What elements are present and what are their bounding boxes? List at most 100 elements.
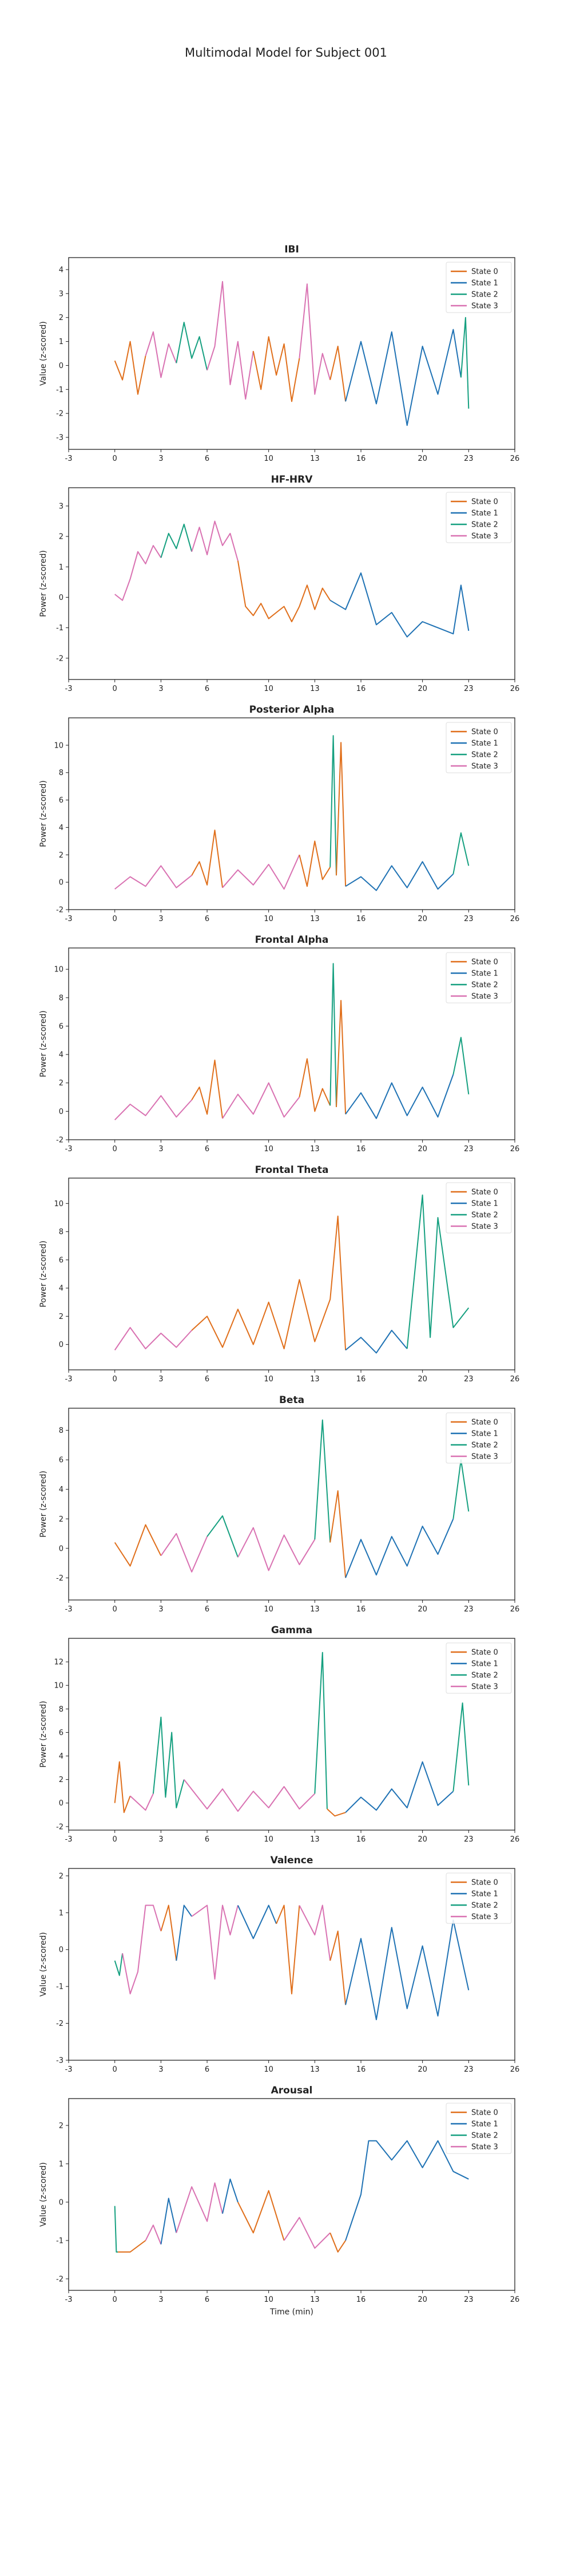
legend-label: State 1 xyxy=(471,1660,498,1669)
legend-label: State 1 xyxy=(471,1200,498,1208)
series-line-state-0 xyxy=(299,840,331,887)
legend-label: State 1 xyxy=(471,2120,498,2129)
series-line-state-2 xyxy=(114,2206,118,2253)
x-tick-label: 3 xyxy=(158,1605,163,1614)
x-tick-label: 23 xyxy=(464,2296,474,2304)
x-tick-label: 13 xyxy=(310,455,320,463)
x-axis-label: Time (min) xyxy=(269,2308,313,2317)
legend: State 0 State 1 State 2 State 3 xyxy=(446,492,512,543)
y-tick-label: 8 xyxy=(59,1427,63,1435)
y-tick-label: 8 xyxy=(59,994,63,1002)
x-tick-label: 13 xyxy=(310,915,320,923)
series-line-state-0 xyxy=(299,1058,331,1112)
y-tick-label: 3 xyxy=(59,290,63,298)
x-tick-label: 3 xyxy=(158,2296,163,2304)
y-tick-label: 4 xyxy=(59,1051,63,1060)
x-tick-label: 20 xyxy=(418,455,427,463)
x-tick-label: 23 xyxy=(464,2065,474,2074)
series-line-state-0 xyxy=(329,345,347,402)
series-line-state-2 xyxy=(452,1459,470,1519)
x-tick-label: 6 xyxy=(205,1145,209,1153)
chart-arousal: Arousal -3 0 3 6 10 13 16 20 23 26 -2 -1 0 1 2 Value (z-… xyxy=(39,2085,519,2317)
y-tick-label: 1 xyxy=(59,563,63,572)
legend-label: State 0 xyxy=(471,498,498,507)
y-tick-label: 0 xyxy=(59,1108,63,1116)
x-tick-label: 0 xyxy=(113,1835,117,1844)
series-line-state-0 xyxy=(191,1060,223,1119)
y-tick-label: 0 xyxy=(59,1544,63,1553)
y-tick-label: -2 xyxy=(56,2020,63,2028)
series-line-state-1 xyxy=(237,1905,277,1939)
legend: State 0 State 1 State 2 State 3 xyxy=(446,1412,512,1464)
legend-label: State 2 xyxy=(471,1441,498,1450)
series-line-state-3 xyxy=(114,545,162,601)
y-axis-label: Power (z-scored) xyxy=(39,550,48,617)
y-tick-label: 6 xyxy=(59,796,63,805)
figure-title: Multimodal Model for Subject 001 xyxy=(185,46,387,60)
x-tick-label: 6 xyxy=(205,685,209,693)
x-tick-label: 6 xyxy=(205,455,209,463)
y-tick-label: -1 xyxy=(56,2237,63,2245)
series-line-state-0 xyxy=(329,1930,347,2005)
x-tick-label: -3 xyxy=(65,2296,73,2304)
series-line-state-3 xyxy=(176,2182,223,2233)
chart-title: Posterior Alpha xyxy=(249,704,335,716)
x-tick-label: 13 xyxy=(310,1145,320,1153)
y-tick-label: 1 xyxy=(59,338,63,346)
x-tick-label: 16 xyxy=(356,1605,366,1614)
legend-label: State 2 xyxy=(471,751,498,760)
plot-frame xyxy=(68,257,515,450)
series-line-state-2 xyxy=(329,963,337,1107)
chart-title: IBI xyxy=(284,244,299,255)
series-line-state-2 xyxy=(314,1652,328,1809)
x-tick-label: 0 xyxy=(113,1375,117,1384)
y-tick-label: 6 xyxy=(59,1022,63,1031)
legend-box xyxy=(446,1412,512,1464)
series-line-state-2 xyxy=(152,1716,185,1808)
series-line-state-3 xyxy=(160,1533,208,1573)
legend-label: State 2 xyxy=(471,291,498,299)
series-line-state-1 xyxy=(329,572,470,638)
x-tick-label: 6 xyxy=(205,915,209,923)
x-tick-label: 13 xyxy=(310,2065,320,2074)
y-tick-label: 0 xyxy=(59,594,63,602)
series-line-state-3 xyxy=(191,520,239,561)
legend-box xyxy=(446,492,512,543)
series-line-state-1 xyxy=(345,2140,469,2241)
x-tick-label: 13 xyxy=(310,1605,320,1614)
series-line-state-1 xyxy=(345,1330,408,1354)
x-tick-label: 3 xyxy=(158,1145,163,1153)
series-line-state-1 xyxy=(222,2178,239,2214)
x-tick-label: -3 xyxy=(65,685,73,693)
series-line-state-0 xyxy=(191,829,223,888)
y-tick-label: 0 xyxy=(59,362,63,370)
legend-label: State 2 xyxy=(471,521,498,530)
chart-title: Arousal xyxy=(271,2085,313,2096)
x-tick-label: 10 xyxy=(264,455,273,463)
y-axis-label: Value (z-scored) xyxy=(39,1932,48,1997)
plot-frame xyxy=(68,487,515,680)
x-tick-label: 3 xyxy=(158,685,163,693)
x-tick-label: 10 xyxy=(264,2296,273,2304)
x-tick-label: 16 xyxy=(356,455,366,463)
y-axis-label: Power (z-scored) xyxy=(39,1010,48,1077)
y-tick-label: -2 xyxy=(56,410,63,418)
x-tick-label: 20 xyxy=(418,1375,427,1384)
series-line-state-2 xyxy=(114,1953,124,1976)
y-tick-label: -2 xyxy=(56,1823,63,1831)
series-line-state-1 xyxy=(160,2198,177,2245)
legend-label: State 2 xyxy=(471,1672,498,1680)
series-line-state-2 xyxy=(452,1037,470,1095)
legend-label: State 1 xyxy=(471,279,498,288)
series-line-state-3 xyxy=(222,854,300,890)
series-line-state-1 xyxy=(345,329,462,426)
y-tick-label: 4 xyxy=(59,266,63,274)
series-line-state-3 xyxy=(237,1527,316,1571)
x-tick-label: 0 xyxy=(113,1145,117,1153)
series-line-state-0 xyxy=(118,2240,146,2253)
x-tick-label: 26 xyxy=(510,1835,520,1844)
legend-label: State 0 xyxy=(471,1879,498,1887)
series-line-state-0 xyxy=(276,1905,300,1994)
legend: State 0 State 1 State 2 State 3 xyxy=(446,952,512,1003)
